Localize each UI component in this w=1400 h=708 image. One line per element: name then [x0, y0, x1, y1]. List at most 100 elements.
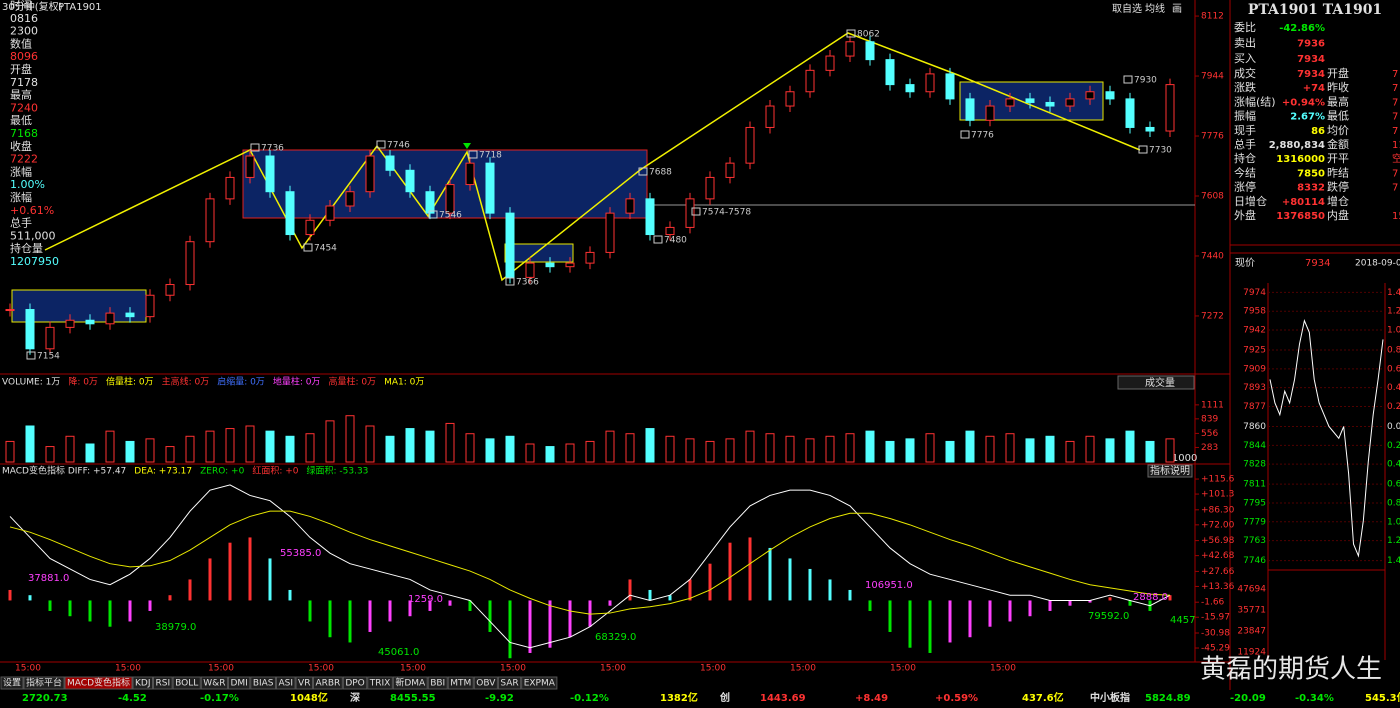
- tab[interactable]: [132, 676, 154, 690]
- tab[interactable]: [64, 676, 133, 690]
- tab[interactable]: [342, 676, 368, 690]
- tab-label[interactable]: KDJ: [135, 679, 151, 689]
- tab-label[interactable]: 指标平台: [26, 677, 62, 689]
- time-label: 15:00: [115, 664, 141, 674]
- tab-label[interactable]: BBI: [430, 679, 445, 689]
- macd-label: 106951.0: [865, 580, 913, 591]
- info-item: 数值: [10, 37, 32, 50]
- candle: [205, 198, 215, 243]
- time-label: 15:00: [700, 664, 726, 674]
- volume-bar: [785, 435, 795, 463]
- tab[interactable]: [367, 676, 393, 690]
- tab[interactable]: [153, 676, 173, 690]
- tab[interactable]: [200, 676, 228, 690]
- tab-label[interactable]: 设置: [3, 678, 21, 689]
- y-tick-label: +72.00: [1201, 520, 1235, 530]
- candle: [5, 309, 15, 312]
- macd-bar: [128, 600, 132, 622]
- tab-label[interactable]: DMI: [230, 679, 247, 689]
- tab[interactable]: [23, 676, 65, 690]
- info-item: 2300: [10, 25, 38, 38]
- tab-label[interactable]: TRIX: [369, 679, 391, 689]
- candle: [365, 155, 375, 193]
- tab-label[interactable]: VR: [298, 679, 310, 689]
- toolbar-button[interactable]: 画: [1172, 4, 1182, 15]
- tab-label[interactable]: ARBR: [315, 679, 340, 689]
- quote-label: 成交: [1234, 66, 1256, 80]
- macd-bar: [948, 600, 952, 643]
- tab-label[interactable]: DPO: [345, 679, 364, 689]
- quote-value: 7: [1392, 112, 1398, 123]
- tab[interactable]: [427, 676, 448, 690]
- macd-bar: [528, 600, 532, 653]
- macd-bar: [308, 600, 312, 622]
- candle: [465, 162, 475, 186]
- annotation: 7730: [1149, 146, 1172, 156]
- annotation: 7366: [516, 278, 539, 288]
- toolbar-button[interactable]: 取自选: [1112, 2, 1142, 15]
- info-item: 持仓量: [10, 241, 43, 255]
- quote-value: +74: [1303, 83, 1325, 94]
- tab-label[interactable]: ASI: [279, 679, 294, 689]
- intraday-price: 7934: [1305, 258, 1330, 269]
- tab[interactable]: [250, 676, 277, 690]
- tab-label[interactable]: SAR: [500, 679, 518, 689]
- annotation: 7746: [387, 141, 410, 151]
- tab-label[interactable]: 新DMA: [395, 677, 426, 689]
- tab[interactable]: [392, 676, 428, 690]
- indicator-select[interactable]: [1117, 375, 1195, 390]
- tab[interactable]: [521, 676, 558, 690]
- pct-label: 0.4: [1387, 460, 1400, 470]
- toolbar-button[interactable]: 均线: [1145, 2, 1165, 15]
- diff-line: [9, 484, 1171, 649]
- tab[interactable]: [172, 676, 201, 690]
- status-item: -0.17%: [200, 693, 239, 704]
- info-item: 1.00%: [10, 178, 45, 191]
- macd-header: MACD变色指标 DIFF: +57.47: [2, 465, 126, 477]
- volume-bar: [505, 435, 515, 463]
- quote-label: 金额: [1327, 137, 1349, 151]
- quote-title: PTA1901 TA1901: [1248, 2, 1382, 18]
- indicator-select-label[interactable]: 成交量: [1145, 376, 1175, 389]
- candle: [85, 319, 95, 325]
- y-tick-label: +115.6: [1201, 475, 1235, 485]
- annotation-flag: [468, 150, 478, 159]
- watermark: 黄磊的期货人生: [1200, 655, 1382, 685]
- tab-label[interactable]: BOLL: [175, 679, 198, 689]
- candle: [1065, 98, 1075, 107]
- volume-bar: [125, 440, 135, 463]
- volume-bar: [725, 438, 735, 463]
- tab-label[interactable]: W&R: [203, 679, 225, 689]
- quote-value: -42.86%: [1279, 23, 1325, 34]
- tab[interactable]: [227, 676, 251, 690]
- tab[interactable]: [295, 676, 313, 690]
- tab[interactable]: [0, 676, 24, 690]
- status-item: 5824.89: [1145, 693, 1191, 704]
- tab-label[interactable]: BIAS: [253, 679, 274, 689]
- volume-header: 降: 0万: [68, 376, 98, 388]
- pct-label: 0.2: [1387, 441, 1400, 451]
- arrow-marker: [463, 143, 471, 149]
- macd-bar: [688, 579, 692, 601]
- volume-header: 启缩量: 0万: [217, 376, 265, 388]
- volume-bar: [1005, 433, 1015, 463]
- tab[interactable]: [473, 676, 498, 690]
- annotation-flag: [376, 140, 386, 149]
- tab[interactable]: [312, 676, 343, 690]
- macd-bar: [1168, 595, 1172, 601]
- tab-label[interactable]: MACD变色指标: [67, 677, 130, 689]
- tab[interactable]: [447, 676, 474, 690]
- help-button[interactable]: [1147, 464, 1193, 478]
- help-button-label[interactable]: 指标说明: [1150, 464, 1190, 477]
- tab-label[interactable]: OBV: [476, 679, 496, 689]
- tab-label[interactable]: RSI: [156, 679, 171, 689]
- volume-bar: [805, 438, 815, 463]
- trend-zigzag: [44, 32, 1141, 282]
- tab-label[interactable]: EXPMA: [524, 679, 556, 689]
- tab-label[interactable]: MTM: [450, 679, 471, 689]
- tab[interactable]: [276, 676, 296, 690]
- quote-value: 7: [1392, 168, 1398, 179]
- tab[interactable]: [497, 676, 522, 690]
- time-label: 15:00: [600, 664, 626, 674]
